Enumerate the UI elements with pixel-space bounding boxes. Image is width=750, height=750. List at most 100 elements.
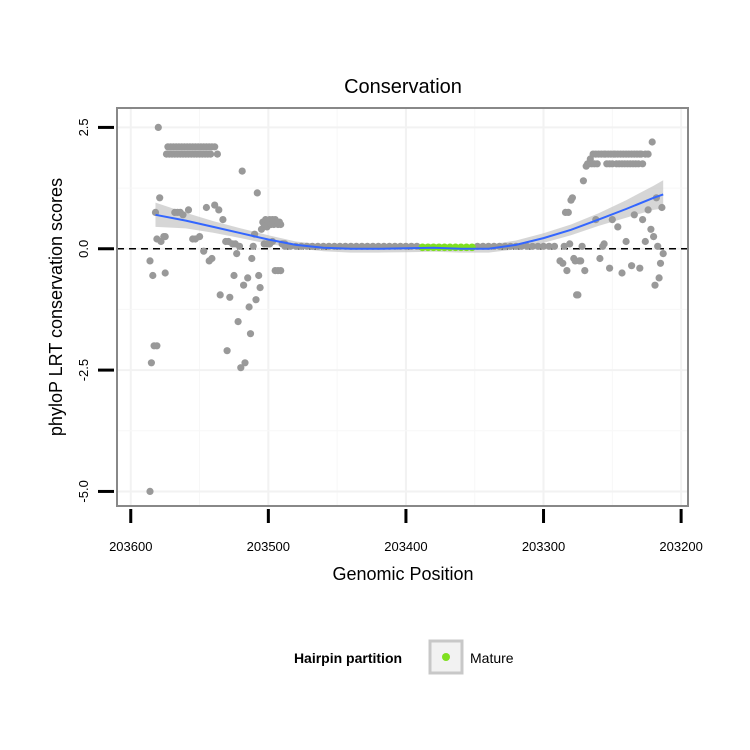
data-point (560, 242, 568, 250)
data-point (252, 296, 260, 304)
data-point (240, 281, 248, 289)
data-point (593, 160, 601, 168)
data-point (656, 259, 665, 267)
x-tick-label: 203300 (522, 539, 565, 554)
data-point (636, 264, 644, 272)
data-point (606, 264, 614, 272)
data-point (153, 342, 161, 350)
data-point (154, 123, 162, 131)
data-point (566, 240, 574, 248)
data-point (578, 242, 586, 250)
grid-lines (117, 108, 688, 506)
data-point (211, 201, 219, 209)
data-point (281, 242, 289, 250)
data-point (211, 143, 219, 151)
data-point (651, 281, 659, 289)
data-point (277, 267, 285, 275)
data-point (608, 216, 616, 224)
data-point (237, 364, 245, 372)
data-point (559, 259, 567, 267)
y-tick-label: -5.0 (76, 480, 91, 502)
y-tick-label: 0.0 (76, 240, 91, 258)
legend: Hairpin partition Mature (294, 639, 514, 675)
data-point (528, 242, 537, 250)
data-point (574, 291, 582, 299)
data-point (233, 250, 241, 258)
data-point (234, 318, 242, 326)
data-point (614, 223, 622, 231)
data-point (149, 271, 157, 280)
x-tick-label: 203400 (384, 539, 427, 554)
data-point (600, 240, 608, 248)
mature-point (468, 243, 476, 252)
data-point (208, 254, 216, 263)
data-point (245, 303, 253, 311)
legend-key-mature-dot (442, 653, 450, 661)
data-point (207, 150, 215, 158)
data-point (650, 233, 658, 241)
x-tick-label: 203600 (109, 539, 152, 554)
data-point (147, 359, 155, 367)
chart-title: Conservation (344, 76, 462, 98)
data-point (248, 254, 256, 263)
data-point (523, 242, 531, 250)
smooth-curve (155, 193, 664, 250)
data-point (226, 293, 234, 301)
data-point (200, 247, 208, 255)
data-point (644, 150, 652, 158)
y-tick-label: -2.5 (76, 359, 91, 381)
y-tick-label: 2.5 (76, 118, 91, 136)
data-point (213, 150, 221, 158)
data-point (630, 211, 638, 219)
data-point (577, 257, 585, 265)
data-point (238, 167, 246, 175)
x-axis-ticks: 203600 203500 203400 203300 203200 (109, 509, 703, 554)
data-point (246, 330, 255, 338)
data-point (249, 242, 257, 250)
plot-panel-border (116, 107, 689, 507)
data-point (161, 233, 169, 241)
data-point (568, 194, 577, 202)
data-point (184, 206, 193, 214)
data-point (196, 233, 204, 241)
data-point (215, 206, 223, 214)
x-axis-label: Genomic Position (332, 564, 473, 584)
data-point (581, 267, 589, 275)
data-point (534, 242, 542, 250)
x-tick-label: 203200 (659, 539, 702, 554)
y-axis-ticks: 2.5 0.0 -2.5 -5.0 (76, 118, 114, 503)
data-point (216, 291, 224, 299)
x-tick-label: 203500 (247, 539, 290, 554)
data-point (202, 203, 210, 212)
data-point (655, 274, 663, 282)
y-axis-label: phyloP LRT conservation scores (46, 178, 66, 436)
legend-entry-mature: Mature (470, 650, 514, 666)
data-point (244, 274, 252, 282)
data-point (658, 203, 666, 212)
data-point (564, 208, 572, 216)
data-point (647, 225, 655, 233)
data-point (659, 250, 667, 258)
data-point (563, 267, 571, 275)
data-point (639, 216, 647, 224)
data-point (146, 257, 154, 265)
data-points (146, 123, 667, 495)
legend-title: Hairpin partition (294, 650, 402, 666)
data-point (550, 242, 559, 250)
data-point (277, 220, 285, 229)
data-point (255, 271, 263, 280)
data-point (596, 254, 604, 263)
smooth-line (155, 193, 664, 250)
data-point (539, 242, 548, 250)
data-point (639, 160, 647, 168)
data-point (622, 237, 630, 246)
data-point (230, 271, 238, 280)
data-point (253, 189, 261, 197)
data-point (628, 262, 636, 270)
data-point (545, 242, 553, 250)
data-point (146, 487, 154, 495)
data-point (235, 242, 244, 250)
data-point (223, 347, 231, 355)
data-point (241, 359, 249, 367)
